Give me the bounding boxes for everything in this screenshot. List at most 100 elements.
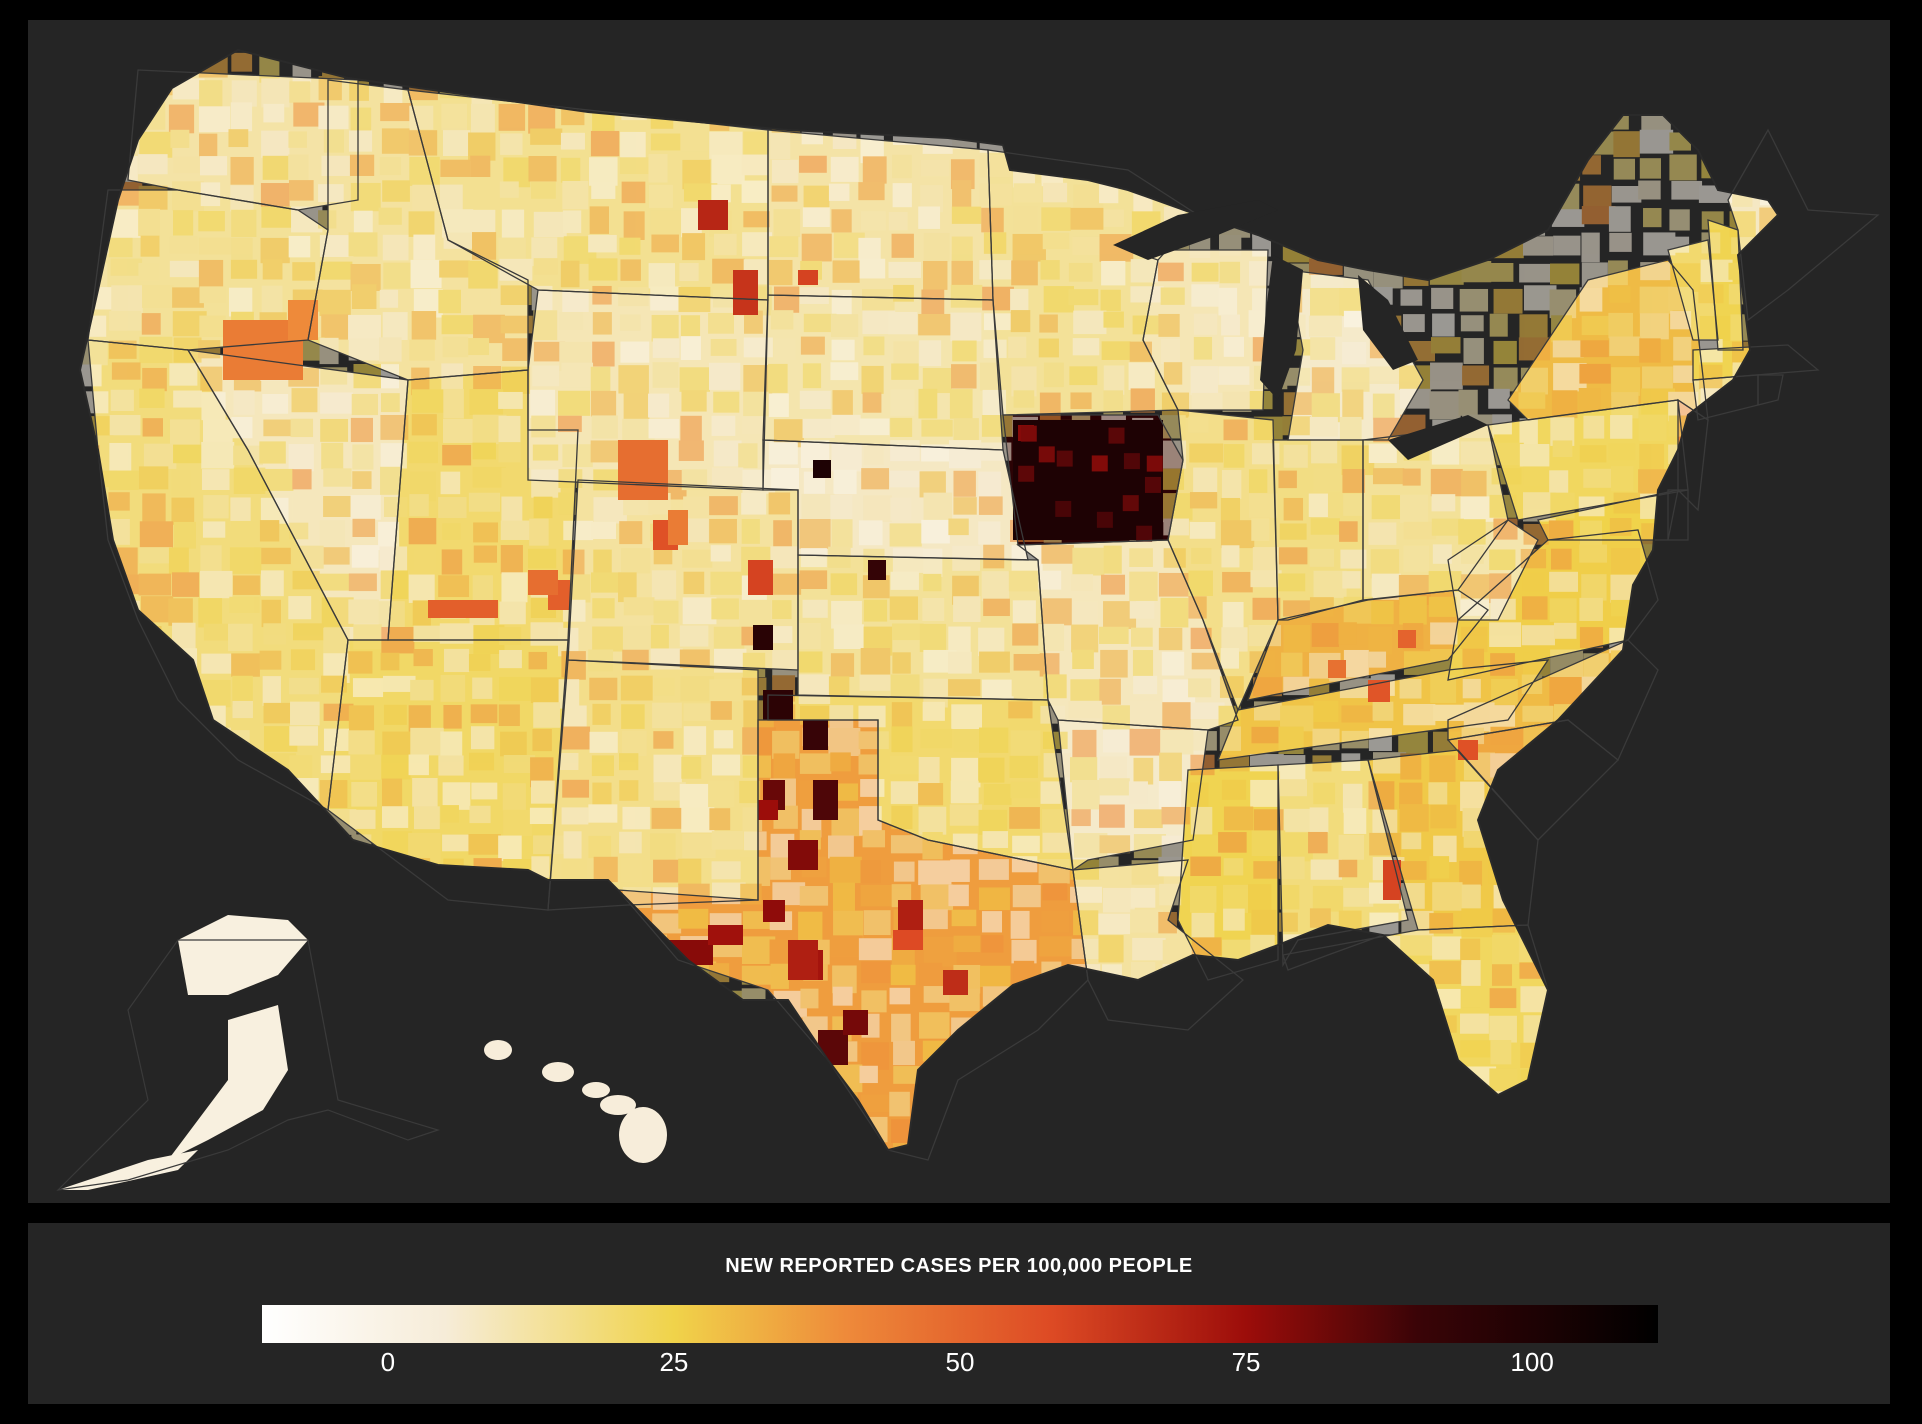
county-cell (1460, 938, 1481, 965)
county-cell (1009, 807, 1040, 829)
county-cell (1312, 755, 1332, 772)
county-cell (1103, 311, 1124, 328)
county-cell (440, 159, 471, 177)
county-cell (1581, 1040, 1615, 1061)
county-cell (113, 991, 146, 1013)
county-cell (860, 211, 886, 231)
county-cell (830, 573, 858, 596)
county-cell (139, 912, 161, 941)
county-cell (832, 882, 855, 911)
county-cell (1158, 262, 1184, 282)
county-cell (1669, 703, 1693, 722)
county-cell (1460, 626, 1488, 653)
county-cell (1369, 366, 1401, 384)
county-cell (922, 598, 945, 621)
county-cell (228, 129, 249, 148)
county-cell (349, 809, 376, 829)
county-cell (1043, 182, 1068, 203)
county-cell (1188, 678, 1212, 698)
county-cell (1069, 757, 1098, 783)
county-cell (922, 909, 948, 930)
county-cell (171, 497, 195, 525)
county-cell (978, 627, 1005, 657)
county-cell (1011, 260, 1038, 286)
county-cell (1283, 808, 1315, 832)
county-cell (1128, 362, 1155, 391)
county-cell (680, 676, 715, 702)
county-cell (979, 1064, 1002, 1082)
county-cell (1132, 315, 1165, 335)
county-cell (1582, 832, 1609, 857)
county-cell (1098, 935, 1124, 963)
county-cell (892, 548, 924, 573)
county-cell (1219, 234, 1242, 256)
county-cell (1310, 859, 1342, 880)
county-cell (713, 730, 734, 749)
hotspot-texas-panhandle (803, 720, 828, 750)
county-cell (742, 1068, 761, 1096)
county-cell (1369, 1116, 1400, 1134)
hotspots-layer (223, 200, 1601, 1065)
county-cell (710, 1142, 730, 1150)
county-cell (323, 627, 350, 654)
county-cell (1100, 756, 1127, 781)
county-cell (1191, 937, 1222, 956)
county-cell (1582, 1120, 1608, 1149)
county-cell (768, 1095, 793, 1123)
county-cell (1158, 781, 1182, 811)
county-cell (113, 649, 135, 669)
county-cell (1283, 1092, 1303, 1111)
county-cell (982, 702, 1009, 732)
county-cell (172, 730, 205, 757)
county-cell (529, 807, 553, 825)
county-cell (861, 468, 890, 490)
county-cell (82, 598, 110, 617)
county-cell (1370, 1039, 1401, 1065)
county-cell (831, 414, 861, 436)
hotspot-georgia-south (1383, 860, 1401, 900)
county-cell (81, 991, 113, 1013)
county-cell (831, 339, 855, 361)
county-cell (1341, 1017, 1366, 1037)
county-cell (470, 937, 495, 961)
county-cell (289, 726, 319, 746)
county-cell (1669, 518, 1694, 543)
legend-tick-label: 25 (659, 1347, 689, 1377)
county-cell (379, 337, 402, 362)
county-cell (1551, 882, 1576, 905)
county-cell (1668, 936, 1701, 964)
legend-tick-label: 100 (1510, 1347, 1554, 1377)
county-cell (651, 807, 683, 829)
county-cell (233, 575, 260, 595)
county-cell (530, 389, 556, 419)
regions-layer (80, 50, 1778, 1150)
county-cell (1130, 887, 1156, 908)
county-cell (1221, 314, 1240, 336)
county-cell (771, 1144, 800, 1150)
region-hawaii-island (582, 1082, 610, 1098)
county-cell (1701, 156, 1723, 179)
county-cell (1522, 236, 1554, 256)
county-cell (1462, 365, 1490, 386)
county-cell (1729, 935, 1757, 955)
county-cell (1673, 336, 1692, 361)
county-cell (1013, 183, 1042, 203)
county-cell (948, 1119, 976, 1143)
county-cell (530, 780, 555, 804)
county-cell (773, 753, 796, 783)
county-cell (773, 1017, 794, 1046)
county-cell (1072, 649, 1094, 670)
county-cell (1493, 442, 1524, 466)
county-cell (1431, 494, 1456, 512)
county-cell (1133, 675, 1158, 695)
county-cell (891, 1013, 911, 1042)
county-cell (353, 857, 386, 875)
county-cell (1013, 50, 1048, 74)
county-cell (1008, 336, 1027, 358)
county-cell (352, 444, 374, 470)
county-cell (143, 805, 166, 825)
county-cell (1519, 444, 1550, 467)
county-cell (589, 206, 609, 234)
county-cell (1760, 962, 1778, 988)
